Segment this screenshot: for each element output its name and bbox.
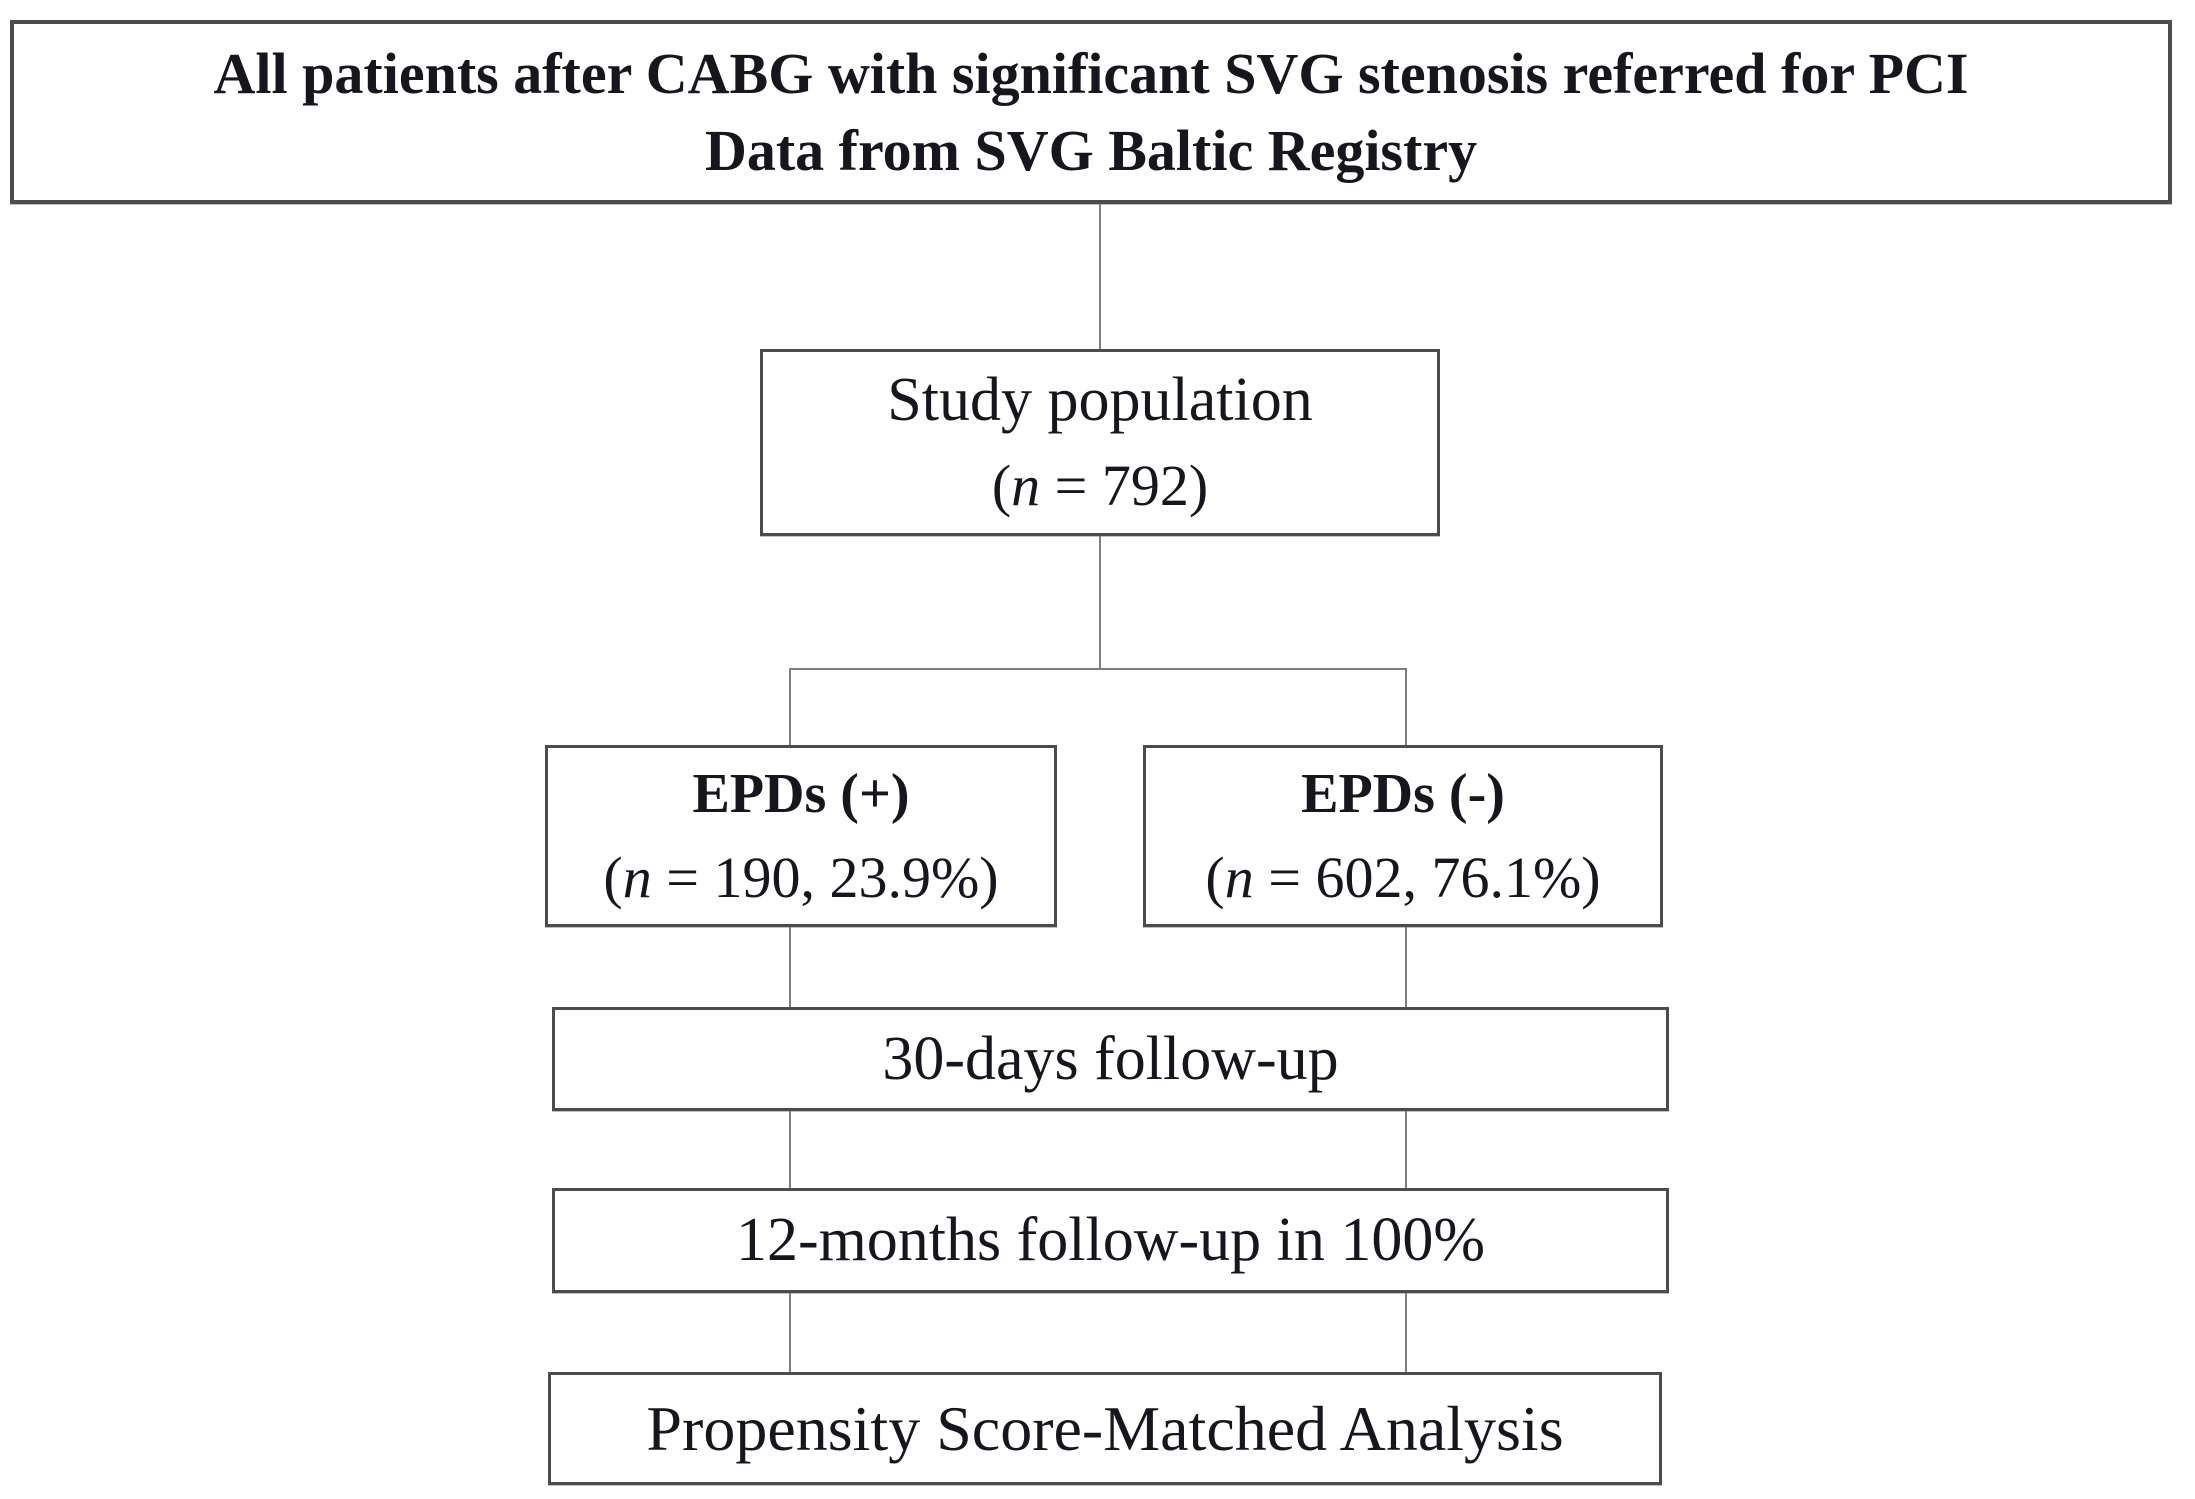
epd-minus-count: (n = 602, 76.1%) bbox=[1205, 836, 1600, 920]
followup-30-days-label: 30-days follow-up bbox=[882, 1024, 1339, 1093]
study-population-label: Study population bbox=[887, 365, 1313, 434]
epd-plus-label: EPDs (+) bbox=[692, 763, 910, 825]
title-line2: Data from SVG Baltic Registry bbox=[704, 118, 1478, 183]
title-line1: All patients after CABG with significant… bbox=[213, 41, 1969, 106]
connector-followup12-to-propensity-left bbox=[789, 1293, 791, 1373]
stat-text: = 792) bbox=[1040, 452, 1209, 518]
stat-text: ( bbox=[603, 845, 623, 910]
propensity-analysis-box: Propensity Score-Matched Analysis bbox=[548, 1372, 1662, 1485]
epd-plus-count: (n = 190, 23.9%) bbox=[603, 836, 998, 920]
study-population-count: (n = 792) bbox=[992, 443, 1208, 529]
followup-12-months-box: 12-months follow-up in 100% bbox=[552, 1188, 1669, 1293]
connector-followup12-to-propensity-right bbox=[1405, 1293, 1407, 1373]
connector-followup30-to-followup12-left bbox=[789, 1111, 791, 1189]
stat-text: = 602, 76.1%) bbox=[1253, 845, 1601, 910]
epd-plus-box: EPDs (+) (n = 190, 23.9%) bbox=[545, 745, 1057, 927]
n-symbol: n bbox=[1011, 452, 1041, 518]
followup-30-days-box: 30-days follow-up bbox=[552, 1007, 1669, 1111]
connector-branch-horizontal bbox=[789, 668, 1407, 670]
connector-branch-to-epd-plus bbox=[789, 668, 791, 746]
n-symbol: n bbox=[622, 845, 652, 910]
epd-minus-label: EPDs (-) bbox=[1301, 763, 1505, 825]
epd-minus-box: EPDs (-) (n = 602, 76.1%) bbox=[1143, 745, 1663, 927]
connector-followup30-to-followup12-right bbox=[1405, 1111, 1407, 1189]
title-box: All patients after CABG with significant… bbox=[10, 20, 2172, 204]
study-population-box: Study population (n = 792) bbox=[760, 349, 1440, 536]
connector-epd-plus-to-followup30 bbox=[789, 927, 791, 1008]
propensity-analysis-label: Propensity Score-Matched Analysis bbox=[646, 1392, 1564, 1464]
connector-epd-minus-to-followup30 bbox=[1405, 927, 1407, 1008]
connector-branch-to-epd-minus bbox=[1405, 668, 1407, 746]
stat-text: = 190, 23.9%) bbox=[651, 845, 999, 910]
followup-12-months-label: 12-months follow-up in 100% bbox=[735, 1206, 1486, 1274]
stat-text: ( bbox=[991, 452, 1012, 518]
connector-study-to-branch bbox=[1099, 536, 1101, 668]
n-symbol: n bbox=[1224, 845, 1254, 910]
stat-text: ( bbox=[1205, 845, 1225, 910]
connector-title-to-study bbox=[1099, 204, 1101, 349]
